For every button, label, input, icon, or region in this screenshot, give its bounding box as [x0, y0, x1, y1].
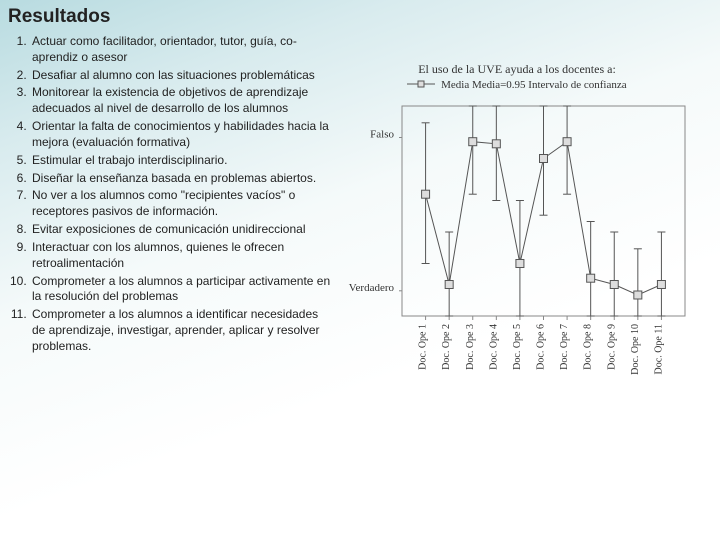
uve-chart: El uso de la UVE ayuda a los docentes a:…: [337, 62, 697, 402]
svg-text:Falso: Falso: [370, 129, 394, 141]
content-row: Actuar como facilitador, orientador, tut…: [8, 34, 712, 402]
svg-text:Doc. Ope 5: Doc. Ope 5: [512, 324, 523, 370]
results-list-column: Actuar como facilitador, orientador, tut…: [8, 34, 333, 357]
svg-text:Doc. Ope 8: Doc. Ope 8: [583, 324, 594, 370]
results-list-item: Interactuar con los alumnos, quienes le …: [30, 240, 333, 272]
results-list-item: Diseñar la enseñanza basada en problemas…: [30, 171, 333, 187]
results-list-item: Desafiar al alumno con las situaciones p…: [30, 68, 333, 84]
legend-marker-icon: [407, 79, 435, 92]
results-list-item: Orientar la falta de conocimientos y hab…: [30, 119, 333, 151]
legend-label: Media=0.95 Intervalo de confianza: [472, 79, 627, 91]
svg-text:Doc. Ope 9: Doc. Ope 9: [606, 324, 617, 370]
svg-text:Doc. Ope 10: Doc. Ope 10: [630, 324, 641, 375]
results-list-item: Comprometer a los alumnos a identificar …: [30, 307, 333, 354]
svg-text:Doc. Ope 1: Doc. Ope 1: [418, 324, 429, 370]
page-title: Resultados: [8, 6, 712, 28]
svg-text:Doc. Ope 11: Doc. Ope 11: [653, 324, 664, 374]
svg-text:Doc. Ope 3: Doc. Ope 3: [465, 324, 476, 370]
results-list-item: Estimular el trabajo interdisciplinario.: [30, 153, 333, 169]
svg-text:Doc. Ope 4: Doc. Ope 4: [488, 324, 499, 370]
chart-title: El uso de la UVE ayuda a los docentes a:: [337, 62, 697, 77]
chart-legend: Media Media=0.95 Intervalo de confianza: [337, 79, 697, 92]
chart-column: El uso de la UVE ayuda a los docentes a:…: [333, 34, 712, 402]
results-list-item: Actuar como facilitador, orientador, tut…: [30, 34, 333, 66]
chart-plot-area: Falso Verdadero Doc. Ope 1 Doc. Ope 2 Doc. O…: [337, 98, 697, 378]
svg-text:Verdadero: Verdadero: [349, 282, 395, 294]
results-list-item: Comprometer a los alumnos a participar a…: [30, 274, 333, 306]
legend-sym-label: Media: [441, 79, 469, 91]
svg-text:Doc. Ope 2: Doc. Ope 2: [441, 324, 452, 370]
svg-text:Doc. Ope 7: Doc. Ope 7: [559, 324, 570, 370]
svg-text:Doc. Ope 6: Doc. Ope 6: [536, 324, 547, 370]
results-list-item: Monitorear la existencia de objetivos de…: [30, 85, 333, 117]
results-list-item: Evitar exposiciones de comunicación unid…: [30, 222, 333, 238]
results-list: Actuar como facilitador, orientador, tut…: [8, 34, 333, 355]
results-list-item: No ver a los alumnos como "recipientes v…: [30, 188, 333, 220]
